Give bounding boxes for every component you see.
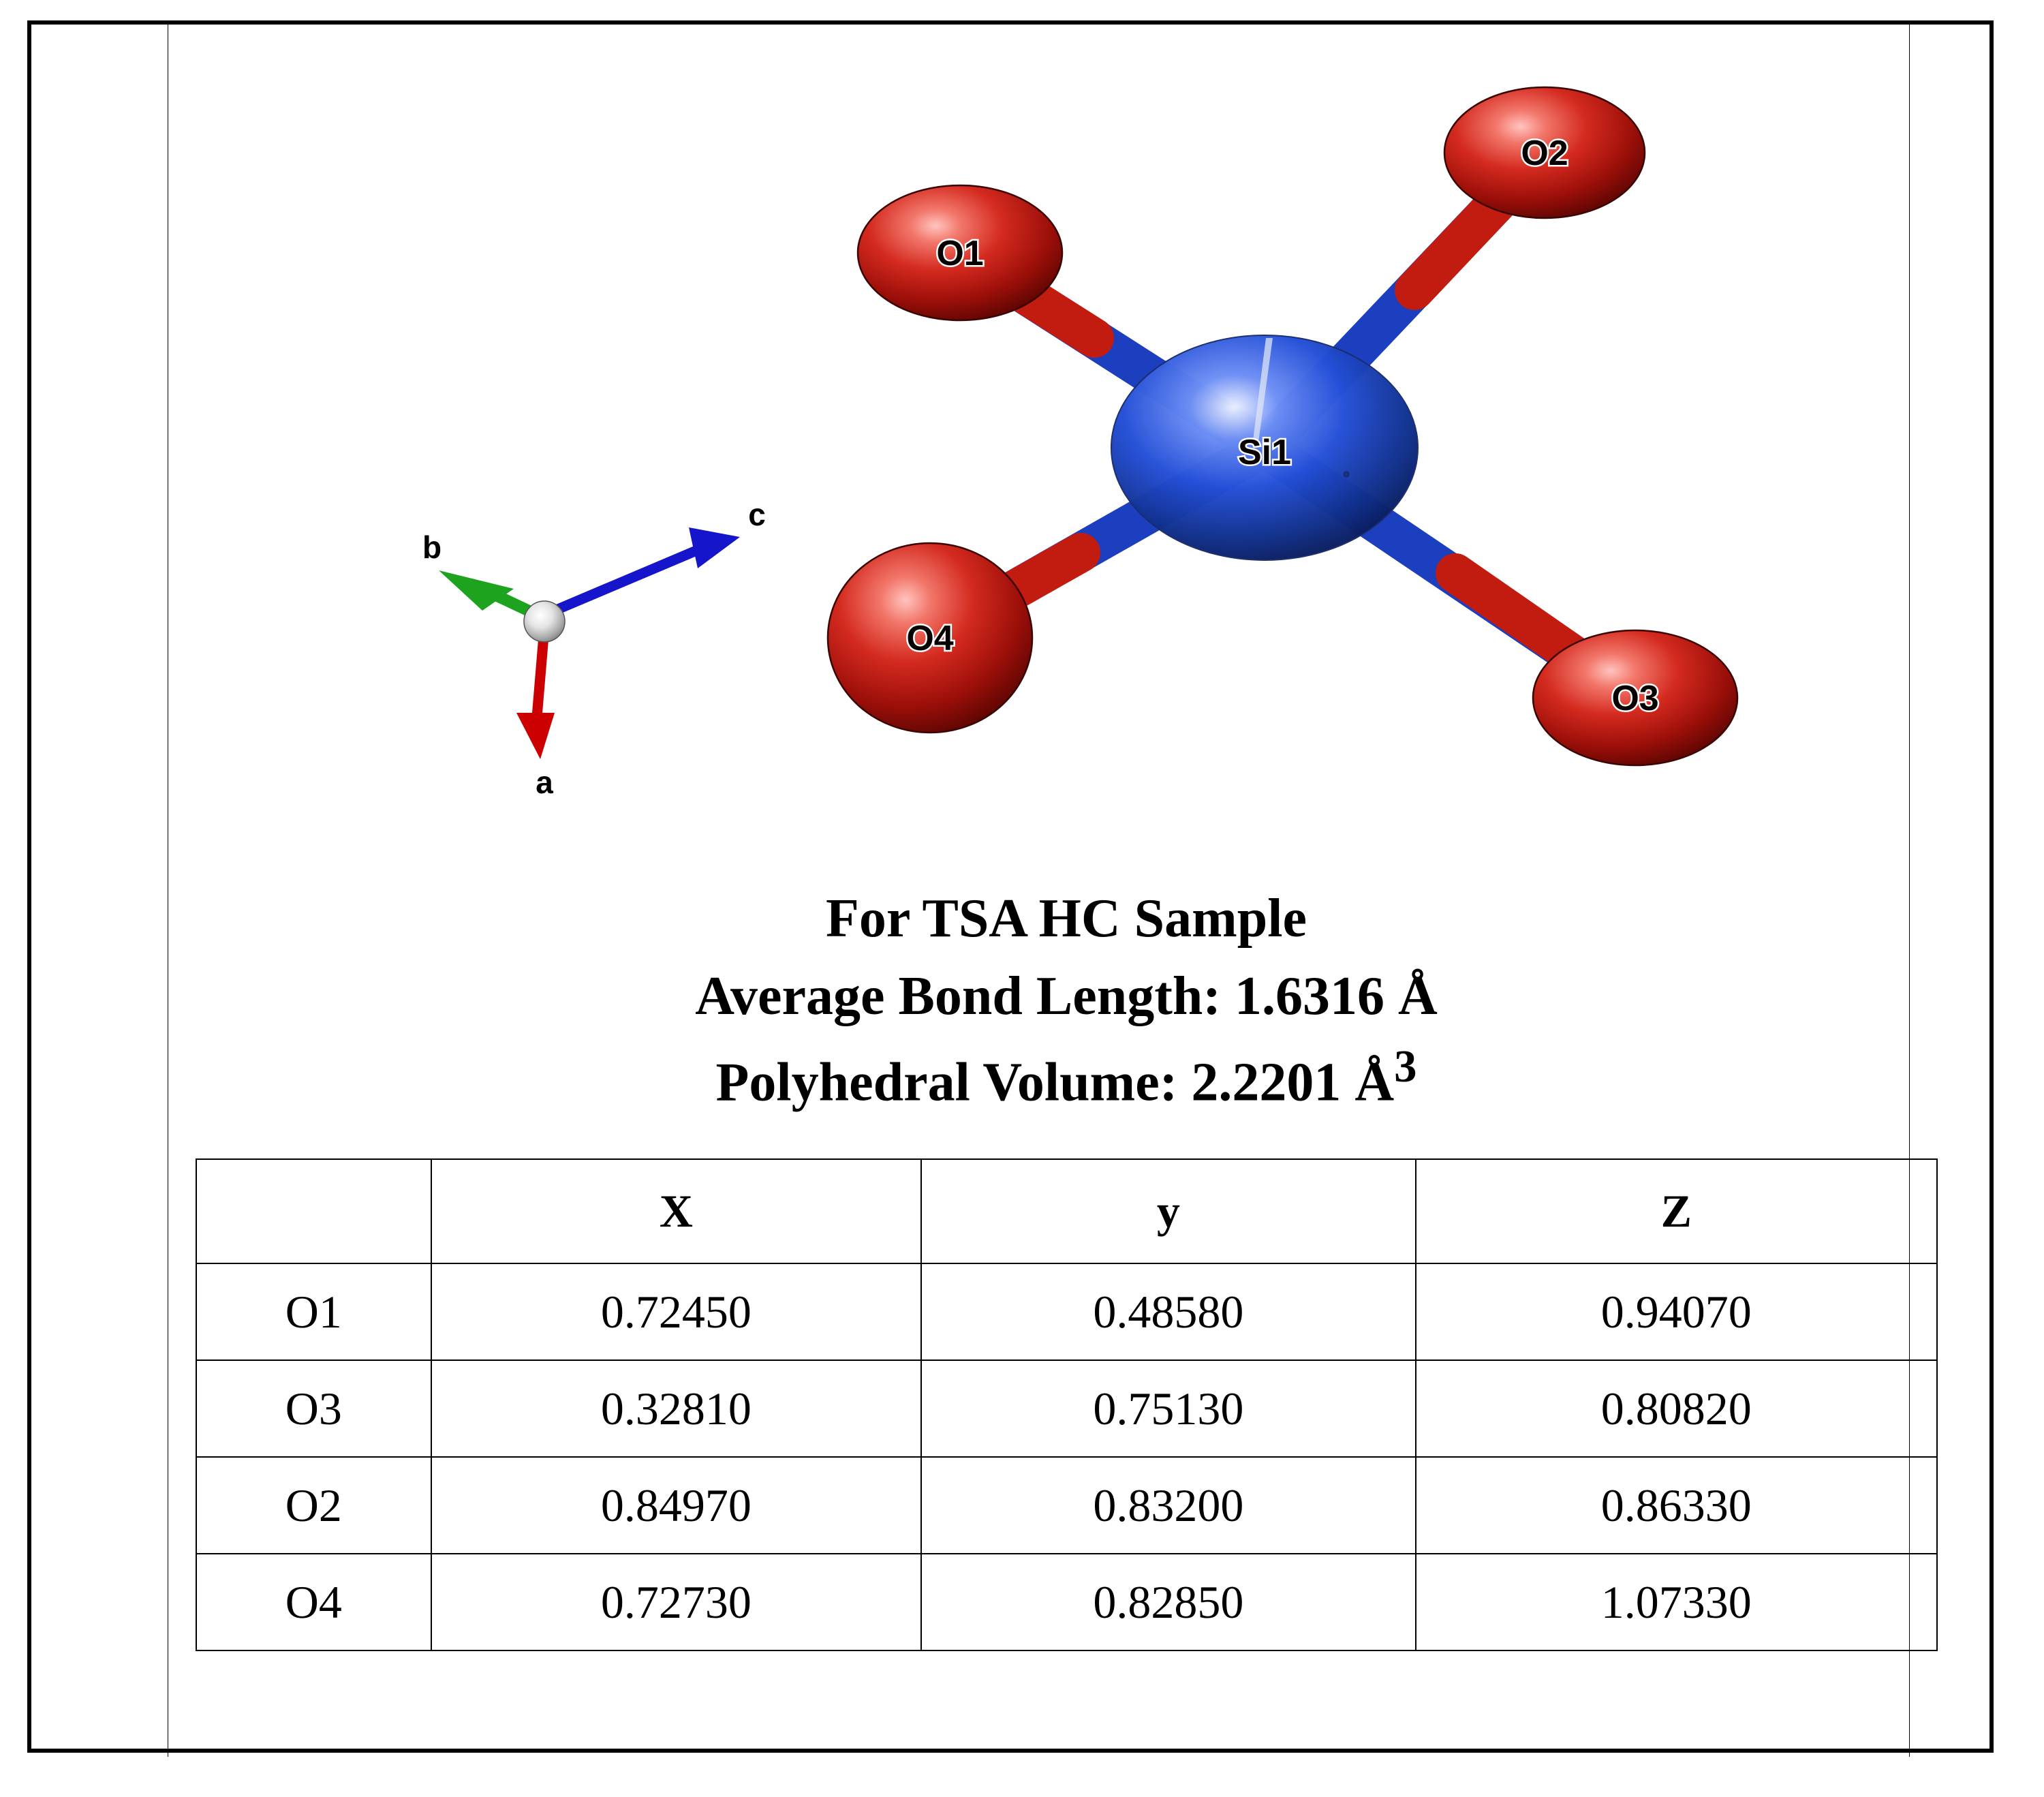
svg-text:Si1: Si1 [1238,433,1291,472]
svg-text:O4: O4 [906,619,953,658]
svg-text:a: a [536,765,553,800]
svg-text:b: b [422,529,442,565]
svg-text:c: c [748,497,766,532]
svg-text:O1: O1 [936,234,983,273]
svg-text:O2: O2 [1521,134,1568,173]
svg-text:O3: O3 [1611,679,1658,718]
